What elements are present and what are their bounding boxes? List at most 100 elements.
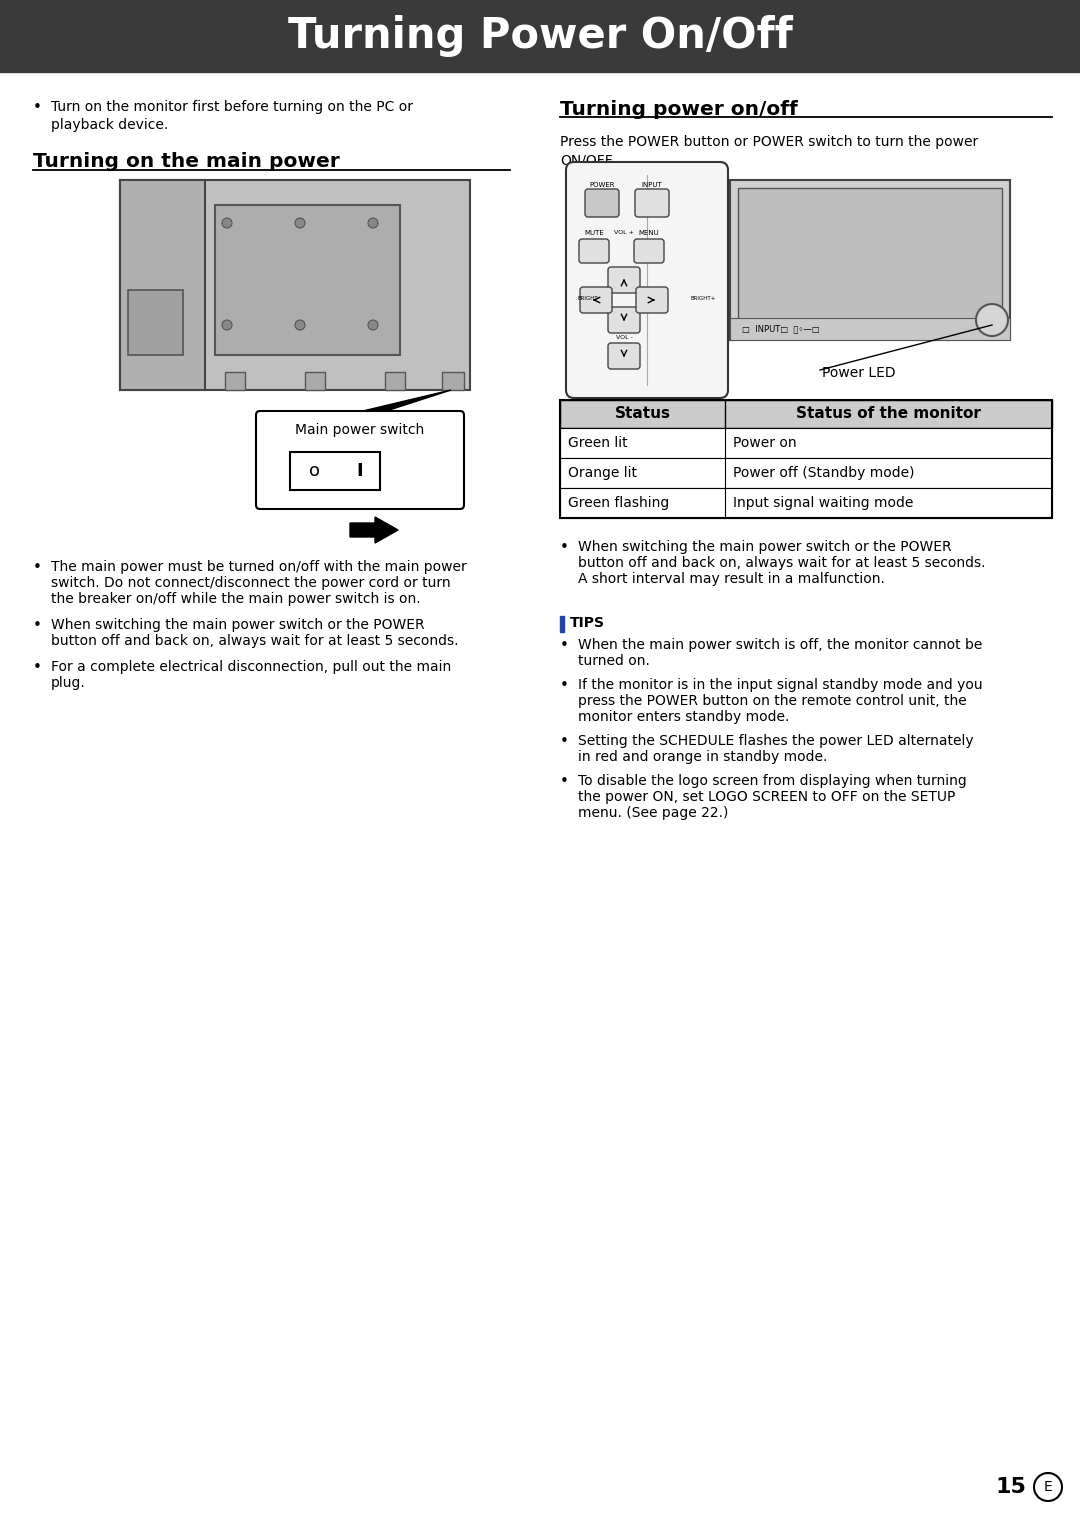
Text: A short interval may result in a malfunction.: A short interval may result in a malfunc… [578, 573, 885, 586]
Circle shape [1034, 1474, 1062, 1501]
FancyBboxPatch shape [634, 240, 664, 263]
Circle shape [295, 321, 305, 330]
Bar [561, 458, 1052, 489]
Text: •: • [33, 618, 42, 634]
Text: BRIGHT-: BRIGHT- [578, 296, 600, 301]
Polygon shape [346, 389, 451, 415]
Text: Setting the SCHEDULE flashes the power LED alternately: Setting the SCHEDULE flashes the power L… [578, 734, 974, 748]
Polygon shape [350, 518, 399, 544]
Text: Power LED: Power LED [822, 366, 895, 380]
Bar [730, 318, 1010, 341]
Bar [0, 0, 1080, 72]
Bar [120, 180, 470, 389]
Text: Green flashing: Green flashing [568, 496, 670, 510]
Text: Press the POWER button or POWER switch to turn the power: Press the POWER button or POWER switch t… [561, 134, 978, 150]
Bar [225, 373, 245, 389]
FancyBboxPatch shape [579, 240, 609, 263]
Text: •: • [561, 541, 569, 554]
Text: press the POWER button on the remote control unit, the: press the POWER button on the remote con… [578, 693, 967, 709]
Text: Power off (Standby mode): Power off (Standby mode) [733, 466, 915, 479]
Text: BRIGHT+: BRIGHT+ [690, 296, 716, 301]
Text: Power on: Power on [733, 437, 797, 450]
Text: playback device.: playback device. [51, 118, 168, 131]
Circle shape [368, 321, 378, 330]
Bar [561, 489, 1052, 518]
Text: the breaker on/off while the main power switch is on.: the breaker on/off while the main power … [51, 592, 420, 606]
Bar [215, 205, 400, 354]
Circle shape [368, 218, 378, 228]
Text: •: • [561, 678, 569, 693]
Text: •: • [33, 560, 42, 576]
Text: 15: 15 [995, 1477, 1026, 1496]
FancyBboxPatch shape [585, 189, 619, 217]
Text: I: I [356, 463, 363, 479]
FancyBboxPatch shape [566, 162, 728, 399]
Text: •: • [33, 660, 42, 675]
Bar [730, 180, 1010, 341]
Text: button off and back on, always wait for at least 5 seconds.: button off and back on, always wait for … [578, 556, 986, 570]
Text: in red and orange in standby mode.: in red and orange in standby mode. [578, 750, 827, 764]
FancyBboxPatch shape [608, 344, 640, 370]
Text: □  INPUT□  ⏻◦—□: □ INPUT□ ⏻◦—□ [742, 325, 820, 333]
Text: Green lit: Green lit [568, 437, 627, 450]
Circle shape [976, 304, 1008, 336]
FancyBboxPatch shape [608, 267, 640, 293]
Text: turned on.: turned on. [578, 654, 650, 667]
Bar [561, 615, 564, 632]
Circle shape [222, 321, 232, 330]
Bar [129, 290, 183, 354]
Text: When switching the main power switch or the POWER: When switching the main power switch or … [51, 618, 424, 632]
Circle shape [222, 218, 232, 228]
Text: The main power must be turned on/off with the main power: The main power must be turned on/off wit… [51, 560, 467, 574]
Circle shape [295, 218, 305, 228]
Text: For a complete electrical disconnection, pull out the main: For a complete electrical disconnection,… [51, 660, 451, 673]
Bar [561, 400, 1052, 518]
Text: plug.: plug. [51, 676, 85, 690]
Bar [561, 428, 1052, 458]
Text: Main power switch: Main power switch [295, 423, 424, 437]
Text: VOL -: VOL - [616, 334, 633, 341]
Bar [291, 452, 380, 490]
Text: When the main power switch is off, the monitor cannot be: When the main power switch is off, the m… [578, 638, 983, 652]
Text: When switching the main power switch or the POWER: When switching the main power switch or … [578, 541, 951, 554]
Text: If the monitor is in the input signal standby mode and you: If the monitor is in the input signal st… [578, 678, 983, 692]
Text: the power ON, set LOGO SCREEN to OFF on the SETUP: the power ON, set LOGO SCREEN to OFF on … [578, 789, 956, 805]
Bar [120, 180, 205, 389]
Text: Input signal waiting mode: Input signal waiting mode [733, 496, 914, 510]
Bar [305, 373, 325, 389]
Text: button off and back on, always wait for at least 5 seconds.: button off and back on, always wait for … [51, 634, 459, 647]
Bar [384, 373, 405, 389]
FancyBboxPatch shape [256, 411, 464, 508]
Bar [442, 373, 464, 389]
Text: o: o [310, 463, 321, 479]
Text: Status of the monitor: Status of the monitor [796, 406, 981, 421]
Text: Status: Status [615, 406, 671, 421]
Text: monitor enters standby mode.: monitor enters standby mode. [578, 710, 789, 724]
Text: •: • [561, 638, 569, 654]
Text: MENU: MENU [638, 231, 660, 237]
Text: Orange lit: Orange lit [568, 466, 637, 479]
Text: •: • [561, 734, 569, 750]
Text: POWER: POWER [590, 182, 615, 188]
Text: Turn on the monitor first before turning on the PC or: Turn on the monitor first before turning… [51, 99, 413, 115]
Bar [738, 188, 1002, 321]
Text: •: • [33, 99, 42, 115]
Text: E: E [1043, 1480, 1052, 1493]
Text: MUTE: MUTE [584, 231, 604, 237]
Text: INPUT: INPUT [642, 182, 662, 188]
Bar [561, 400, 1052, 428]
FancyBboxPatch shape [635, 189, 669, 217]
FancyBboxPatch shape [636, 287, 669, 313]
Text: ON/OFF.: ON/OFF. [561, 153, 615, 166]
Text: •: • [561, 774, 569, 789]
Text: TIPS: TIPS [570, 615, 605, 631]
Text: switch. Do not connect/disconnect the power cord or turn: switch. Do not connect/disconnect the po… [51, 576, 450, 589]
Text: menu. (See page 22.): menu. (See page 22.) [578, 806, 728, 820]
Text: Turning on the main power: Turning on the main power [33, 153, 340, 171]
Text: To disable the logo screen from displaying when turning: To disable the logo screen from displayi… [578, 774, 967, 788]
Text: VOL +: VOL + [615, 231, 634, 235]
Text: Turning power on/off: Turning power on/off [561, 99, 798, 119]
FancyBboxPatch shape [608, 307, 640, 333]
Text: Turning Power On/Off: Turning Power On/Off [287, 15, 793, 56]
FancyBboxPatch shape [580, 287, 612, 313]
